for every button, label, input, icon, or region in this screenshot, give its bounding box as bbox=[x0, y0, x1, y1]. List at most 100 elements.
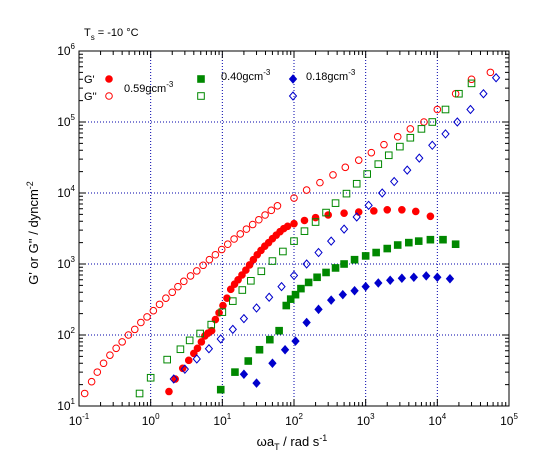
data-point bbox=[223, 240, 232, 249]
data-point bbox=[242, 225, 251, 233]
data-point bbox=[176, 345, 185, 354]
data-point bbox=[396, 142, 404, 151]
data-point bbox=[257, 267, 266, 276]
data-point bbox=[249, 255, 258, 264]
data-point bbox=[184, 356, 193, 365]
data-point bbox=[302, 259, 311, 269]
data-point bbox=[185, 336, 194, 345]
data-point bbox=[380, 140, 388, 149]
legend-label-059: 0.59gcm-3 bbox=[124, 80, 174, 95]
data-point bbox=[441, 129, 450, 139]
temperature-annotation: Ts = -10 °C bbox=[84, 27, 139, 42]
data-point bbox=[211, 250, 220, 259]
data-point bbox=[352, 179, 361, 188]
data-point bbox=[286, 295, 295, 303]
data-point bbox=[350, 285, 359, 296]
data-point bbox=[393, 241, 402, 249]
data-point bbox=[486, 68, 495, 77]
y-tick-label: 103 bbox=[57, 255, 75, 271]
data-point bbox=[155, 300, 164, 309]
data-point bbox=[409, 272, 418, 283]
data-point bbox=[302, 317, 311, 328]
data-point bbox=[290, 219, 298, 228]
data-point bbox=[180, 277, 188, 286]
data-point bbox=[405, 238, 413, 247]
data-point bbox=[218, 308, 227, 316]
data-point bbox=[374, 160, 383, 168]
data-point bbox=[322, 268, 330, 277]
data-point bbox=[428, 118, 437, 126]
data-point bbox=[350, 255, 359, 264]
data-point bbox=[445, 273, 455, 284]
data-point bbox=[238, 286, 247, 294]
data-point bbox=[398, 205, 406, 214]
data-point bbox=[326, 295, 336, 305]
data-point bbox=[354, 208, 363, 216]
data-point bbox=[264, 292, 274, 303]
data-point bbox=[255, 345, 264, 354]
data-point bbox=[300, 216, 309, 225]
data-point bbox=[199, 261, 207, 270]
data-point bbox=[234, 275, 242, 284]
data-point bbox=[363, 170, 371, 178]
x-tick-label: 103 bbox=[357, 412, 375, 428]
legend-label-040: 0.40gcm-3 bbox=[221, 68, 271, 83]
data-point bbox=[340, 209, 348, 217]
data-point bbox=[322, 208, 330, 217]
data-point bbox=[174, 282, 182, 291]
data-point bbox=[146, 373, 155, 382]
data-point bbox=[342, 189, 351, 198]
data-point bbox=[137, 318, 145, 327]
data-point bbox=[266, 335, 274, 344]
data-point bbox=[118, 338, 126, 346]
data-point bbox=[313, 273, 321, 282]
data-point bbox=[354, 156, 363, 164]
legend-row-label-gdoubleprime: G'' bbox=[84, 91, 97, 103]
data-point bbox=[255, 215, 263, 224]
data-point bbox=[106, 351, 114, 359]
data-point bbox=[273, 202, 282, 210]
data-point bbox=[329, 171, 337, 179]
data-point bbox=[331, 199, 340, 207]
data-point bbox=[426, 235, 435, 244]
data-point bbox=[168, 288, 177, 297]
data-point bbox=[245, 261, 254, 269]
data-point bbox=[252, 378, 261, 388]
data-point bbox=[415, 153, 424, 163]
data-point bbox=[247, 276, 255, 285]
data-point bbox=[239, 313, 249, 324]
data-point bbox=[207, 320, 216, 329]
legend-label-018: 0.18gcm-3 bbox=[306, 68, 356, 83]
data-point bbox=[311, 213, 320, 222]
data-point bbox=[364, 200, 373, 211]
data-point bbox=[316, 178, 324, 187]
data-point bbox=[193, 344, 202, 353]
x-tick-label: 101 bbox=[213, 412, 231, 428]
data-point bbox=[229, 297, 237, 305]
data-point bbox=[236, 230, 245, 238]
series-circle-open bbox=[80, 68, 495, 398]
data-point bbox=[314, 304, 323, 315]
data-point bbox=[341, 163, 350, 172]
data-point bbox=[252, 303, 261, 313]
data-point bbox=[340, 260, 348, 268]
data-point bbox=[491, 72, 501, 83]
data-point bbox=[467, 75, 476, 84]
data-point bbox=[300, 227, 309, 235]
data-point bbox=[339, 224, 349, 234]
data-point bbox=[216, 334, 225, 344]
axis-ticks: 10-1 100 101 102 103 104 105 101 102 103 104 105 106 bbox=[57, 42, 518, 428]
data-point bbox=[162, 294, 170, 302]
data-point bbox=[216, 385, 225, 394]
data-point bbox=[384, 151, 393, 160]
data-point bbox=[242, 266, 250, 274]
data-point bbox=[171, 375, 180, 383]
data-point bbox=[228, 324, 237, 335]
data-point bbox=[397, 273, 407, 284]
data-point bbox=[361, 281, 370, 292]
data-point bbox=[297, 284, 305, 293]
data-point bbox=[283, 222, 292, 231]
data-point bbox=[386, 275, 395, 286]
data-point bbox=[180, 364, 190, 374]
